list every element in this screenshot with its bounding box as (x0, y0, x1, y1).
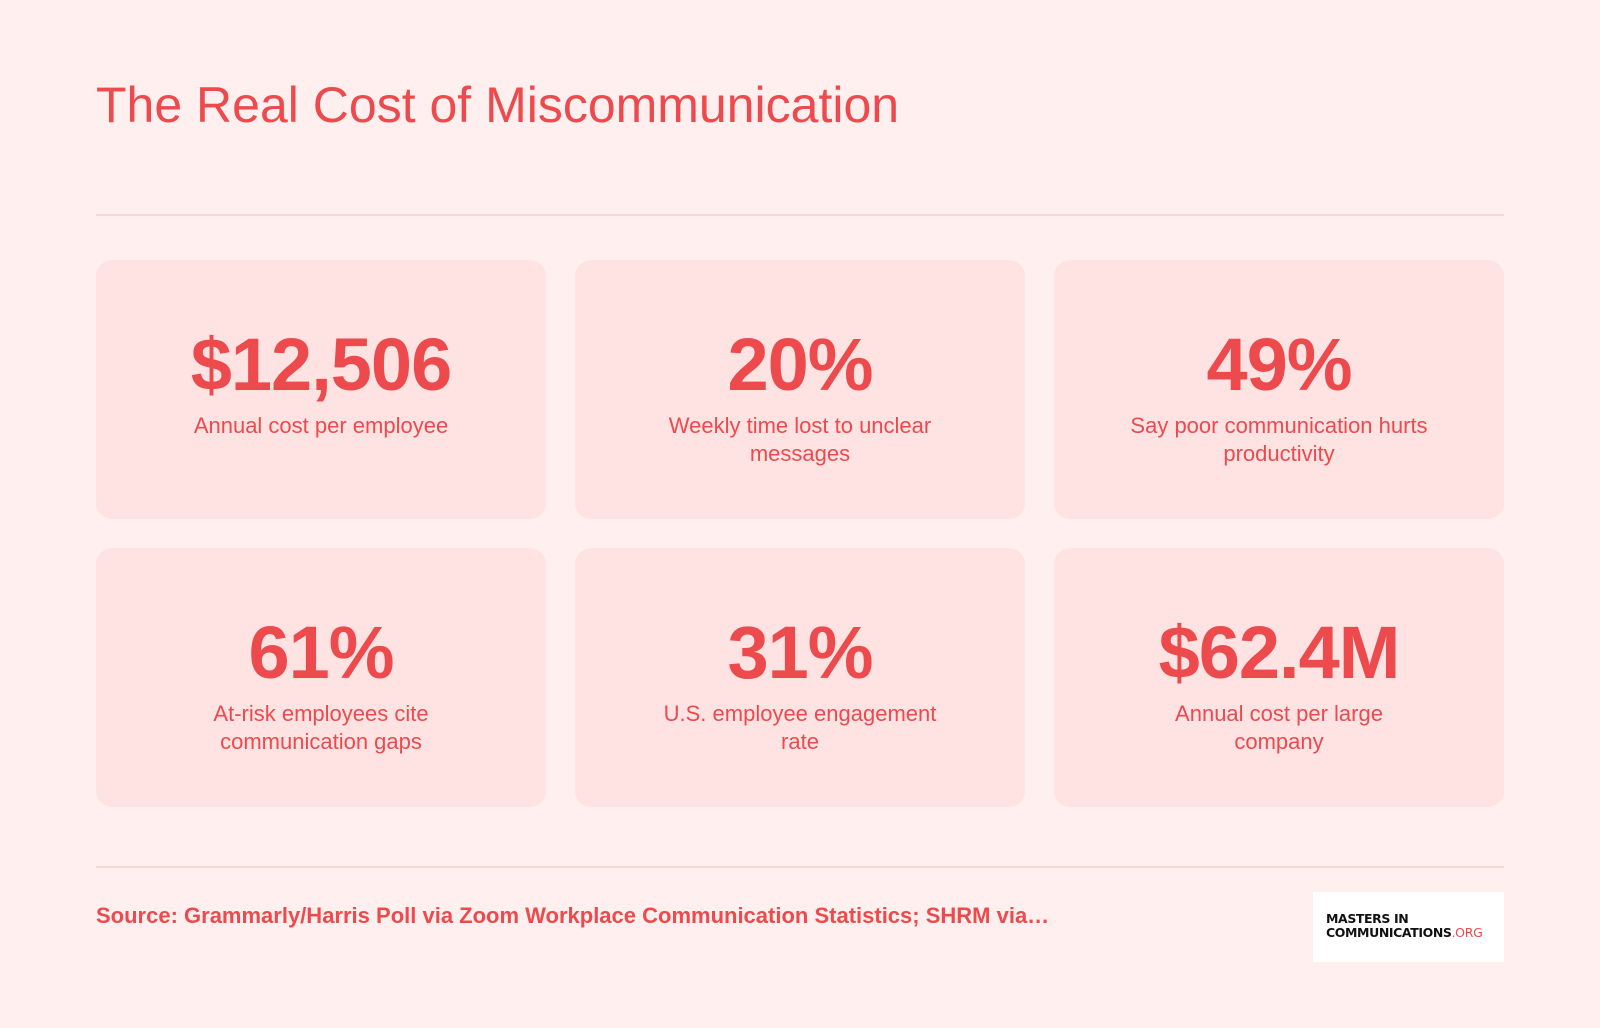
logo-line-2: COMMUNICATIONS.ORG (1326, 926, 1492, 940)
stats-grid: $12,506 Annual cost per employee 20% Wee… (96, 260, 1504, 807)
bottom-divider (96, 866, 1504, 868)
stat-value: 20% (727, 323, 873, 406)
top-divider (96, 214, 1504, 216)
logo-word: COMMUNICATIONS (1326, 925, 1452, 940)
stat-value: 31% (727, 611, 873, 694)
stat-value: 49% (1206, 323, 1352, 406)
stat-card: $12,506 Annual cost per employee (96, 260, 546, 519)
stat-label: Weekly time lost to unclear messages (668, 413, 932, 466)
logo-line-1: MASTERS IN (1326, 911, 1409, 926)
stat-value: 61% (248, 611, 394, 694)
stat-card: $62.4M Annual cost per large company (1054, 548, 1504, 807)
stat-card: 31% U.S. employee engagement rate (575, 548, 1025, 807)
stat-value: $62.4M (1158, 611, 1401, 694)
stat-label: Annual cost per employee (193, 413, 449, 438)
stat-label: Annual cost per large company (1175, 701, 1383, 754)
stat-label: Say poor communication hurts productivit… (1130, 413, 1428, 466)
stat-label: At-risk employees cite communication gap… (213, 701, 429, 754)
stat-label: U.S. employee engagement rate (663, 701, 937, 754)
page-title: The Real Cost of Miscommunication (96, 77, 900, 133)
logo-suffix: .ORG (1451, 925, 1483, 940)
stat-card: 61% At-risk employees cite communication… (96, 548, 546, 807)
stat-value: $12,506 (190, 323, 452, 406)
stat-card: 49% Say poor communication hurts product… (1054, 260, 1504, 519)
source-citation: Source: Grammarly/Harris Poll via Zoom W… (96, 903, 1050, 928)
stat-card: 20% Weekly time lost to unclear messages (575, 260, 1025, 519)
brand-logo: MASTERS IN COMMUNICATIONS.ORG (1313, 892, 1504, 962)
